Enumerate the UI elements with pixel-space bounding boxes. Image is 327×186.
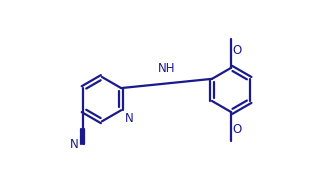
- Text: N: N: [70, 138, 79, 151]
- Text: NH: NH: [158, 62, 175, 75]
- Text: O: O: [233, 123, 242, 136]
- Text: N: N: [125, 112, 134, 125]
- Text: O: O: [233, 44, 242, 57]
